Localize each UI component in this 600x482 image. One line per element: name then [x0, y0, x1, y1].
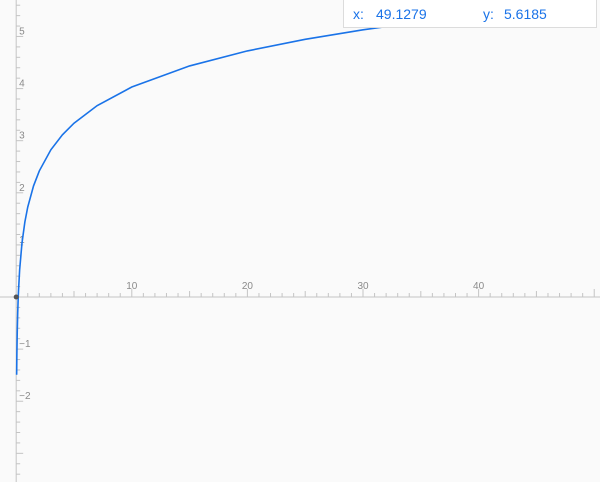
y-tick-label: −1	[19, 339, 31, 350]
function-curve	[15, 2, 595, 375]
x-tick-label: 20	[242, 281, 254, 292]
readout-y-label: y:	[483, 6, 494, 22]
y-tick-label: −2	[19, 391, 31, 402]
coordinate-readout: x: 49.1279 y: 5.6185	[343, 0, 597, 28]
y-tick-label: 2	[19, 183, 25, 194]
readout-y-value: 5.6185	[504, 6, 547, 22]
x-tick-label: 10	[126, 281, 138, 292]
x-tick-label: 40	[473, 281, 485, 292]
readout-x-label: x:	[353, 6, 364, 22]
origin-point	[13, 294, 19, 300]
x-axis-minor-ticks	[27, 289, 595, 298]
y-tick-label: 5	[19, 26, 25, 37]
y-tick-label: 4	[19, 79, 25, 90]
readout-x-value: 49.1279	[376, 6, 427, 22]
y-tick-label: 3	[19, 131, 25, 142]
x-tick-label: 30	[357, 281, 369, 292]
